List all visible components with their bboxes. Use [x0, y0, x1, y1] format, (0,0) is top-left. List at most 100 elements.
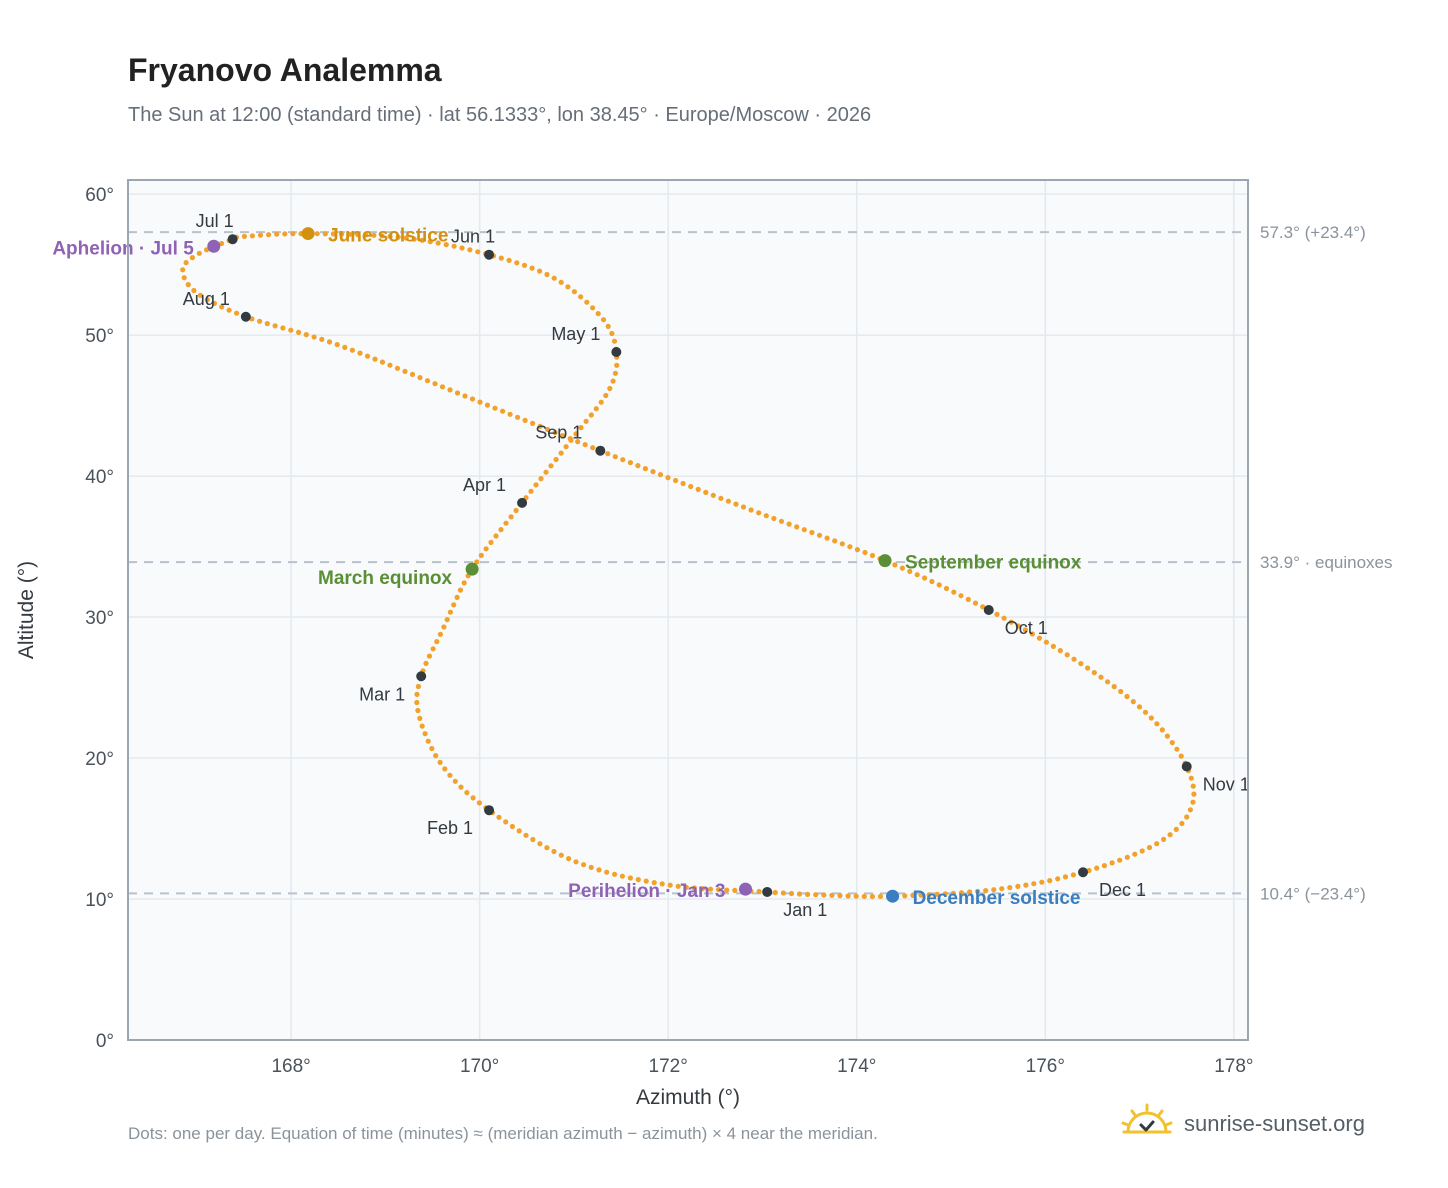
y-tick-label: 60°	[85, 185, 114, 206]
daily-dot	[650, 469, 656, 475]
daily-dot	[1094, 865, 1100, 871]
daily-dot	[1111, 684, 1117, 690]
daily-dot	[877, 893, 884, 900]
daily-dot	[665, 475, 671, 481]
daily-dot	[994, 611, 1000, 618]
brand-link[interactable]: sunrise-sunset.org	[1120, 1102, 1365, 1146]
daily-dot	[942, 891, 948, 897]
x-tick-label: 168°	[271, 1056, 310, 1077]
daily-dot	[699, 886, 706, 892]
daily-dot	[544, 271, 550, 278]
daily-dot	[796, 891, 803, 897]
daily-dot	[657, 472, 664, 478]
daily-dot	[414, 699, 420, 706]
daily-dot	[612, 370, 619, 376]
daily-dot	[748, 507, 754, 513]
daily-dot	[809, 529, 815, 536]
daily-dot	[415, 683, 421, 690]
daily-dot	[612, 871, 618, 877]
month-marker-dot	[595, 445, 606, 456]
daily-dot	[257, 232, 264, 238]
month-marker-dot	[240, 311, 251, 322]
daily-dot	[1022, 627, 1028, 633]
daily-dot	[226, 307, 232, 313]
daily-dot	[595, 311, 601, 317]
daily-dot	[409, 371, 416, 377]
daily-dot	[484, 402, 491, 408]
brand-text: sunrise-sunset.org	[1184, 1111, 1365, 1136]
daily-dot	[567, 436, 573, 442]
daily-dot	[219, 304, 225, 310]
month-marker-dot	[484, 249, 495, 260]
plot-area	[128, 180, 1248, 1040]
month-marker-label: Dec 1	[1099, 880, 1146, 900]
daily-dot	[1164, 733, 1170, 739]
daily-dot	[847, 544, 853, 550]
daily-dot	[330, 231, 336, 237]
daily-dot	[1179, 820, 1185, 827]
daily-dot	[972, 600, 979, 606]
daily-dot	[334, 342, 340, 348]
daily-dot	[379, 359, 386, 365]
daily-dot	[958, 890, 965, 896]
daily-dot	[605, 323, 611, 329]
daily-dot	[837, 893, 843, 899]
daily-dot	[234, 310, 240, 316]
daily-dot	[922, 575, 928, 581]
daily-dot	[642, 466, 649, 472]
daily-dot	[498, 255, 504, 261]
sun-logo-icon	[1121, 1103, 1173, 1134]
daily-dot	[892, 562, 898, 568]
daily-dot	[869, 552, 876, 559]
daily-dot	[845, 893, 851, 899]
daily-dot	[280, 325, 286, 331]
daily-dot	[372, 356, 378, 362]
daily-dot	[462, 393, 468, 399]
daily-dot	[929, 578, 935, 585]
daily-dot	[716, 887, 722, 893]
x-tick-label: 170°	[460, 1056, 499, 1077]
daily-dot	[515, 414, 521, 420]
daily-dot	[387, 233, 393, 239]
chart-title: Fryanovo Analemma	[128, 52, 442, 88]
event-marker-dot	[465, 562, 479, 576]
daily-dot	[509, 823, 515, 830]
daily-dot	[347, 231, 353, 237]
daily-dot	[545, 426, 551, 433]
daily-dot	[926, 892, 932, 898]
daily-dot	[558, 279, 564, 285]
daily-dot	[296, 329, 302, 335]
month-marker-dot	[517, 497, 528, 508]
month-marker-label: Sep 1	[535, 423, 582, 443]
daily-dot	[1136, 704, 1143, 710]
daily-dot	[610, 378, 616, 384]
daily-dot	[821, 892, 827, 898]
y-axis-label: Altitude (°)	[15, 561, 38, 659]
daily-dot	[530, 836, 536, 843]
daily-dot	[603, 392, 609, 399]
daily-dot	[575, 439, 581, 445]
daily-dot	[492, 405, 498, 411]
daily-dot	[290, 231, 296, 237]
daily-dot	[464, 790, 470, 796]
daily-dot	[611, 338, 618, 344]
plot-frame	[127, 179, 1249, 1041]
daily-dot	[1187, 807, 1193, 813]
reference-line-label: 57.3° (+23.4°)	[1260, 223, 1366, 242]
daily-dot	[951, 589, 957, 595]
daily-dot	[183, 260, 189, 266]
daily-dot	[529, 265, 535, 271]
daily-dot	[425, 738, 431, 744]
daily-dot	[249, 233, 255, 239]
daily-dot	[1064, 652, 1070, 658]
daily-dot	[1174, 746, 1180, 752]
daily-dot	[363, 232, 369, 238]
daily-dot	[417, 375, 423, 381]
daily-dot	[1015, 883, 1021, 890]
daily-dot	[451, 602, 457, 608]
chart-subtitle: The Sun at 12:00 (standard time) · lat 5…	[128, 104, 872, 126]
daily-dot	[181, 275, 187, 281]
daily-dot	[780, 890, 787, 896]
daily-dot	[537, 268, 543, 274]
daily-dot	[683, 884, 689, 890]
